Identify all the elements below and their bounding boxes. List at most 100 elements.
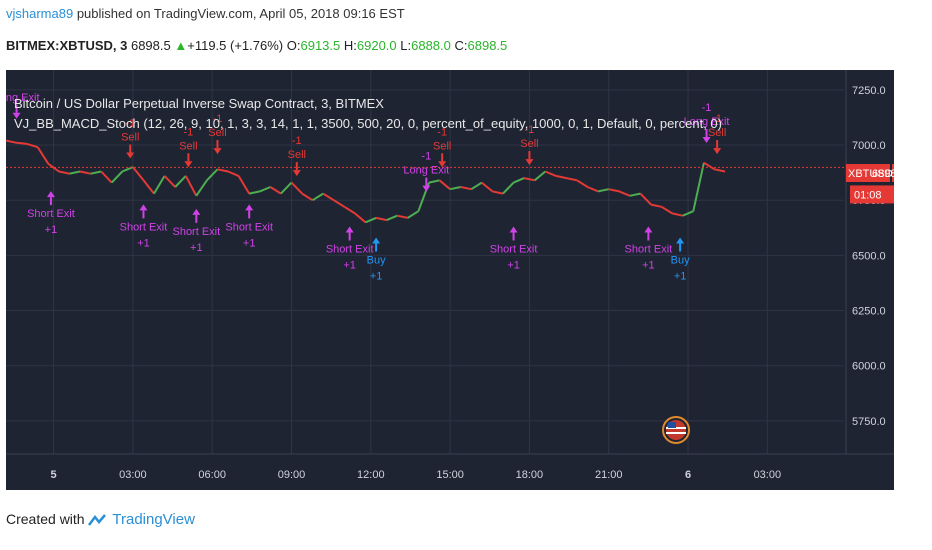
symbol-tag-text: XBTUSD: [848, 168, 893, 180]
sell-signal[interactable]: -1 Sell: [708, 113, 726, 155]
price-segment: [544, 170, 557, 177]
y-tick-label: 7250.0: [852, 85, 886, 97]
author-link[interactable]: vjsharma89: [6, 6, 74, 21]
price-series: [6, 139, 894, 224]
y-tick-label: 5750.0: [852, 416, 886, 428]
down-arrow-icon: [12, 112, 21, 119]
short_exit-signal[interactable]: Short Exit +1: [27, 191, 75, 236]
buy-signal[interactable]: Buy +1: [671, 237, 690, 283]
price-segment: [428, 179, 440, 184]
price-segment: [597, 188, 609, 193]
down-arrow-stem-icon: [129, 144, 132, 153]
price-segment: [174, 175, 187, 188]
flag-stripe-2: [666, 432, 686, 434]
sell-signal[interactable]: -1 Sell: [121, 117, 139, 159]
up-arrow-stem-icon: [248, 210, 251, 219]
signal-label: Buy: [367, 255, 386, 267]
short_exit-signal[interactable]: Short Exit +1: [120, 204, 168, 249]
signal-qty: -1: [525, 124, 535, 136]
symbol-tag-box: [846, 164, 890, 182]
sell-signal[interactable]: -1 Sell: [520, 124, 539, 166]
signal-label: Short Exit: [625, 243, 673, 255]
y-tick-label: 6000.0: [852, 361, 886, 373]
x-tick-label: 12:00: [357, 469, 385, 481]
price-segment: [365, 216, 377, 224]
short_exit-signal[interactable]: Short Exit +1: [172, 208, 220, 254]
up-arrow-icon: [245, 204, 254, 211]
chart-title: Bitcoin / US Dollar Perpetual Inverse Sw…: [14, 96, 384, 111]
signal-qty: -1: [437, 126, 447, 138]
down-arrow-stem-icon: [295, 162, 298, 171]
created-with-text: Created with: [6, 511, 85, 527]
countdown-box: [850, 185, 894, 204]
short_exit-signal[interactable]: Short Exit +1: [625, 226, 673, 271]
price-segment: [206, 168, 219, 181]
signal-label: Sell: [520, 138, 538, 150]
price-segment: [629, 192, 641, 197]
price-segment: [100, 170, 113, 184]
signal-label: Sell: [179, 140, 197, 152]
short_exit-signal[interactable]: Short Exit +1: [490, 226, 538, 271]
price-segment: [523, 177, 535, 182]
open-value: 6913.5: [300, 38, 341, 53]
price-segment: [375, 216, 387, 222]
price-segment: [248, 190, 261, 195]
price-segment: [90, 170, 102, 175]
price-segment: [26, 142, 38, 149]
high-value: 6920.0: [356, 38, 397, 53]
sell-signal[interactable]: -1 Sell: [208, 113, 227, 155]
price-readout: 01:08: [850, 185, 894, 204]
signal-label: Sell: [708, 127, 726, 139]
x-tick-label: 09:00: [278, 469, 306, 481]
last-price: 6898.5: [130, 38, 171, 53]
up-arrow-icon: [46, 191, 55, 198]
price-segment: [449, 186, 461, 191]
down-arrow-stem-icon: [425, 177, 428, 186]
down-arrow-icon: [713, 148, 722, 155]
signal-qty: +1: [243, 237, 256, 249]
signal-qty: -1: [292, 135, 302, 147]
price-segment: [290, 181, 303, 195]
price-segment: [195, 179, 208, 197]
price-segment: [618, 190, 631, 197]
x-axis[interactable]: 5 03:00 06:00 09:00 12:00 15:00 18:00 21:00 6 03:…: [51, 469, 782, 481]
sell-signal[interactable]: -1 Sell: [288, 135, 306, 177]
long_exit-signal[interactable]: Long Exit: [6, 92, 40, 119]
country-badge[interactable]: [662, 416, 690, 444]
short_exit-signal[interactable]: Short Exit +1: [225, 204, 273, 249]
price-segment: [354, 212, 367, 224]
buy-signal[interactable]: Buy +1: [367, 237, 386, 283]
short_exit-signal[interactable]: Short Exit +1: [326, 226, 374, 271]
y-tick-label: 7000.0: [852, 140, 886, 152]
change-value: +119.5 (+1.76%): [187, 38, 284, 53]
signal-qty: -1: [125, 117, 135, 129]
price-segment: [639, 192, 652, 206]
price-segment: [153, 175, 166, 195]
tradingview-logo-icon[interactable]: [88, 513, 108, 527]
up-arrow-icon: [644, 226, 653, 233]
up-arrow-icon: [676, 237, 685, 244]
price-segment: [555, 174, 567, 180]
price-segment: [269, 186, 282, 195]
x-tick-label: 18:00: [516, 469, 544, 481]
tradingview-brand-link[interactable]: TradingView: [112, 511, 195, 528]
sell-signal[interactable]: -1 Sell: [433, 126, 451, 168]
up-arrow-icon: ▲: [174, 38, 188, 53]
up-arrow-stem-icon: [647, 232, 650, 241]
price-segment: [110, 170, 124, 184]
indicator-label: VJ_BB_MACD_Stoch (12, 26, 9, 10, 1, 3, 3…: [14, 116, 722, 131]
price-segment: [132, 166, 145, 181]
price-segment: [692, 162, 705, 212]
down-arrow-icon: [702, 137, 711, 144]
sell-signal[interactable]: -1 Sell: [179, 126, 198, 168]
down-arrow-icon: [422, 185, 431, 192]
price-tag-box: [892, 164, 894, 182]
publish-text: published on TradingView.com, April 05, …: [73, 6, 405, 21]
price-segment: [79, 170, 91, 175]
low-key: L:: [400, 38, 412, 53]
down-arrow-icon: [184, 161, 193, 168]
price-segment: [227, 170, 239, 177]
